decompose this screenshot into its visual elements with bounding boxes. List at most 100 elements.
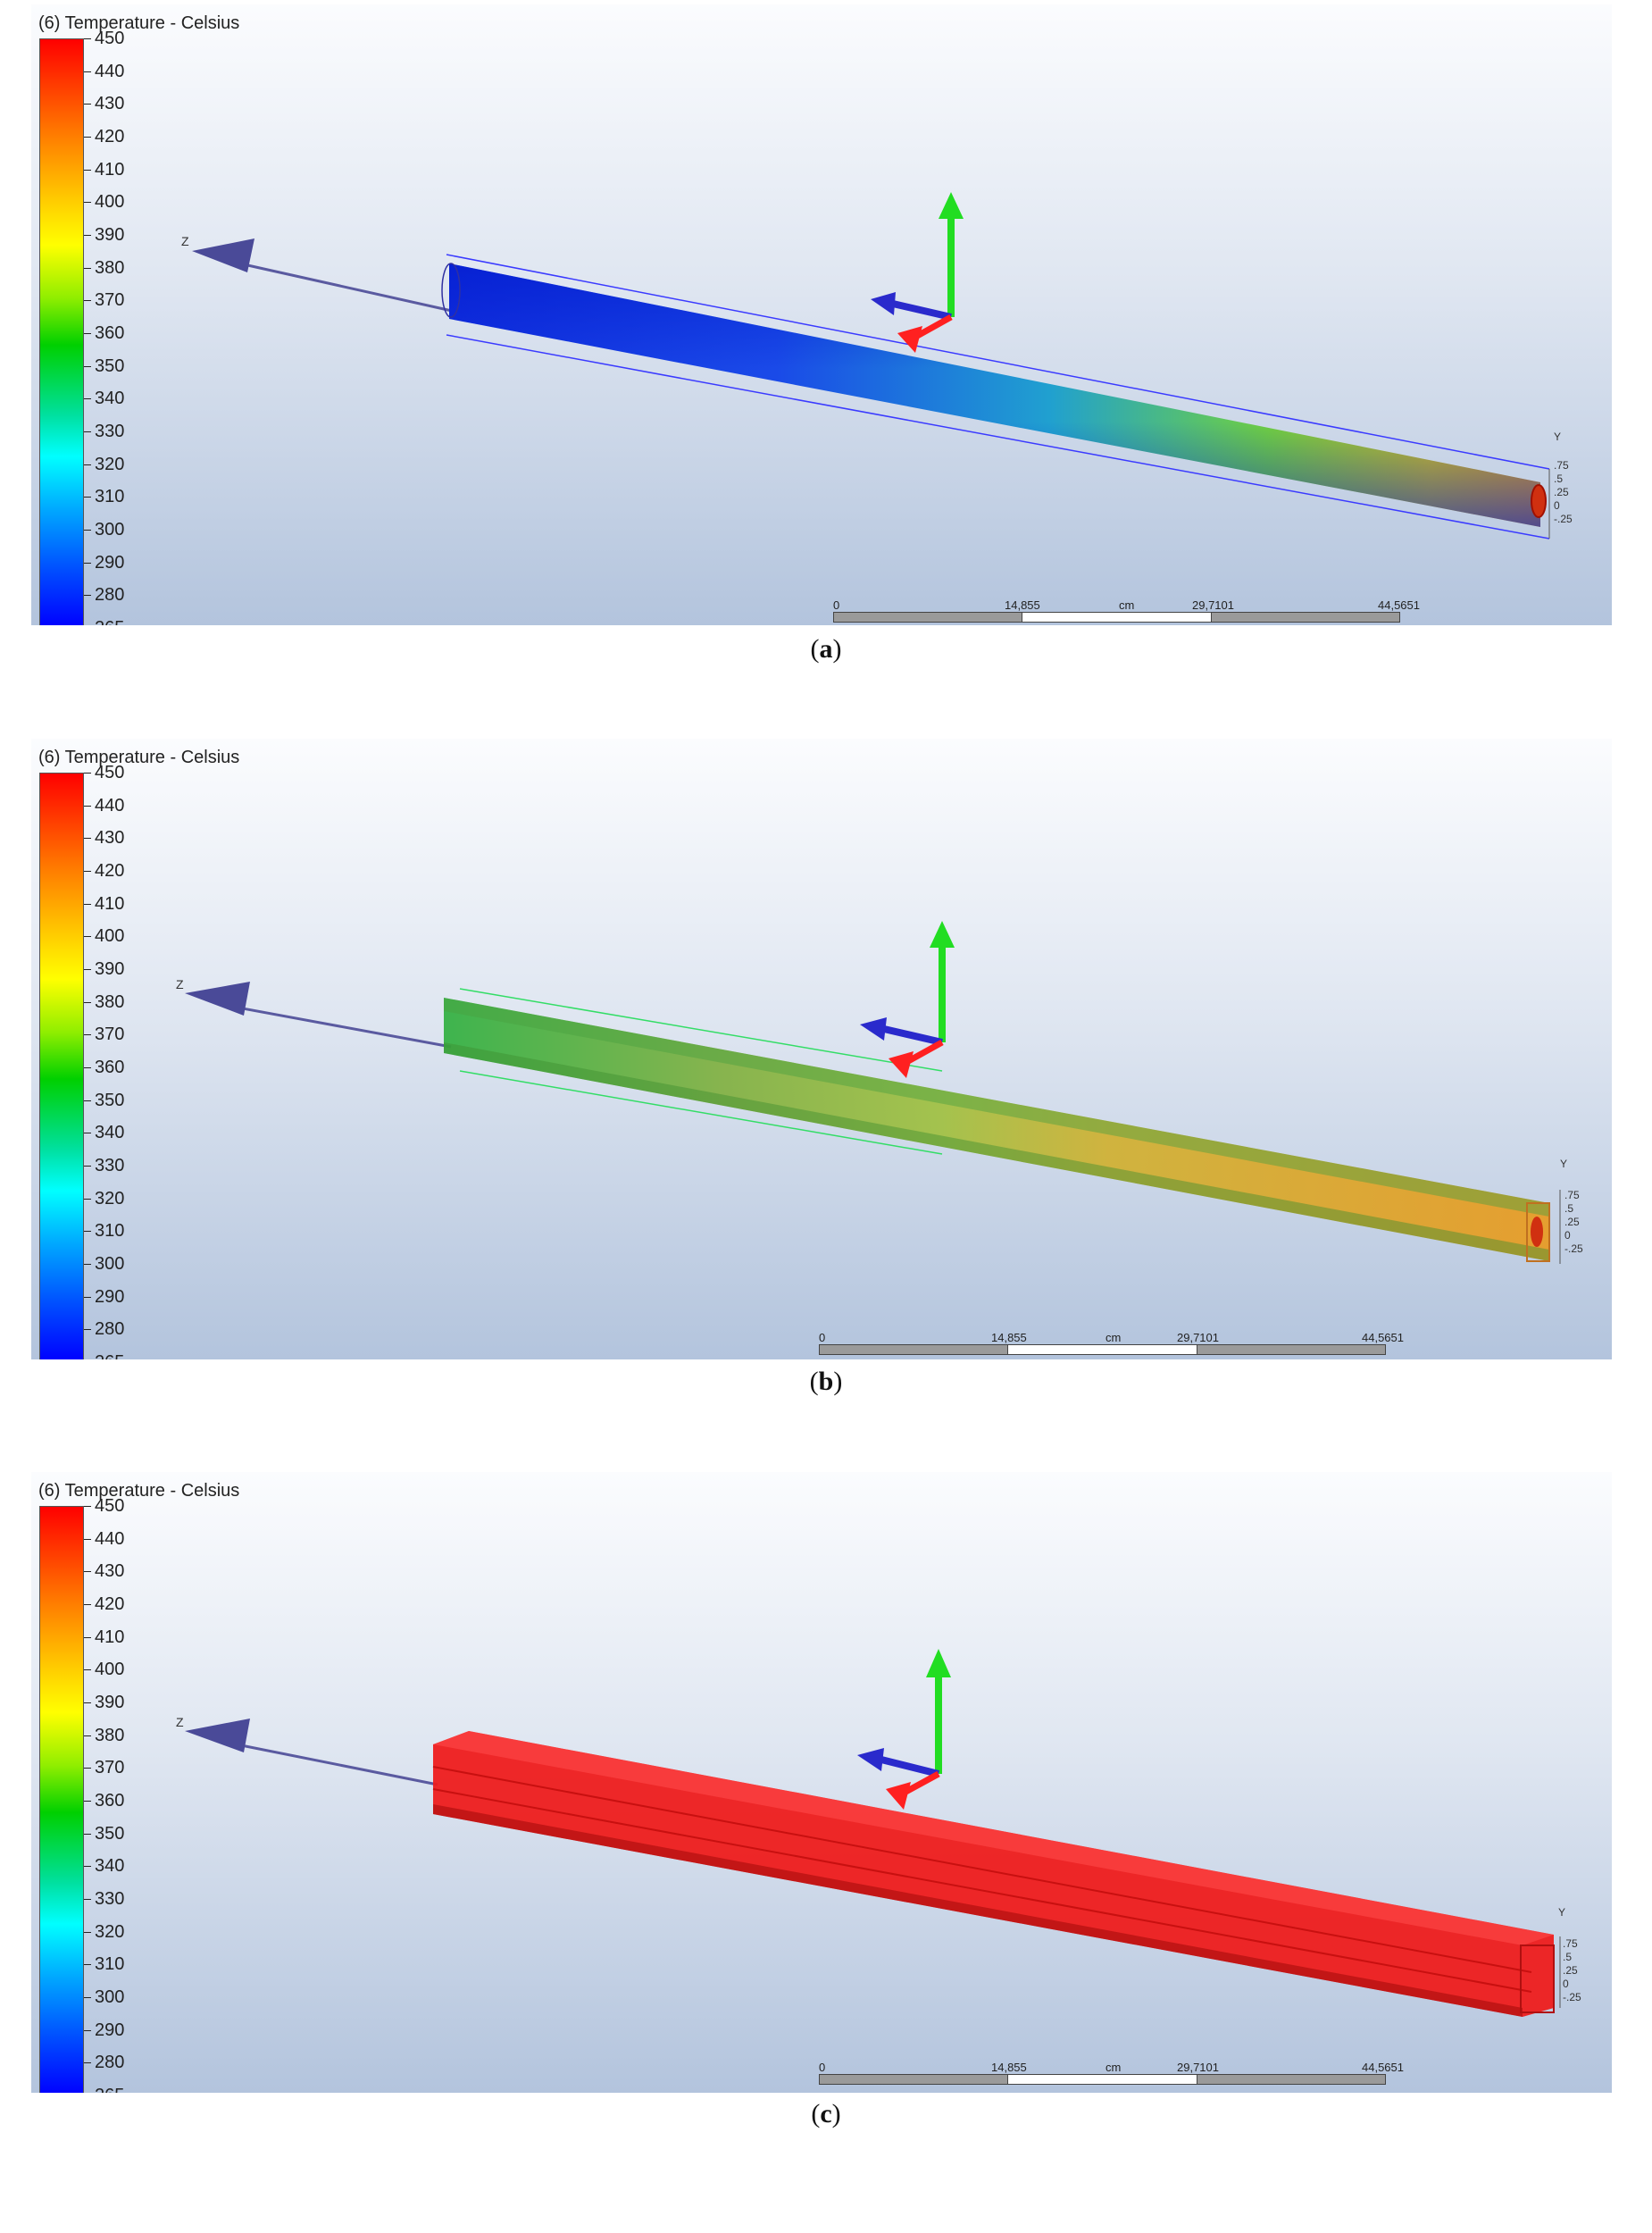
- svg-text:Y: Y: [1560, 1158, 1567, 1170]
- colorbar-tick-label: 290: [95, 2020, 125, 2040]
- svg-text:.75: .75: [1554, 459, 1569, 472]
- colorbar-tick-label: 380: [95, 257, 125, 278]
- colorbar-tick: [84, 202, 91, 204]
- svg-text:.75: .75: [1563, 1937, 1578, 1950]
- colorbar-tick-label: 310: [95, 1954, 125, 1975]
- colorbar-tick-label: 420: [95, 1594, 125, 1614]
- colorbar-tick: [84, 903, 91, 905]
- colorbar-tick: [84, 773, 91, 774]
- colorbar-tick: [84, 1833, 91, 1835]
- colorbar-tick-label: 370: [95, 1758, 125, 1778]
- colorbar-tick-label: 310: [95, 1221, 125, 1242]
- temperature-colorbar: 450 440 430 420 410 400 390 380 370 360 350 340 330 3…: [39, 764, 124, 1359]
- colorbar-tick-label: 410: [95, 159, 125, 180]
- 3d-scene[interactable]: Z: [31, 4, 1612, 625]
- colorbar-tick: [84, 1329, 91, 1331]
- colorbar-tick: [84, 871, 91, 872]
- 3d-scene[interactable]: Z Y .75 .5 .25 0: [31, 739, 1612, 1359]
- svg-text:.75: .75: [1564, 1189, 1580, 1201]
- colorbar-tick-label: 450: [95, 1496, 125, 1516]
- colorbar-tick-label: 360: [95, 1791, 125, 1811]
- colorbar-tick: [84, 1899, 91, 1900]
- colorbar-tick: [84, 1231, 91, 1233]
- colorbar-tick-label: 280: [95, 1319, 125, 1340]
- colorbar-tick-label: 350: [95, 355, 125, 376]
- colorbar-tick-label: 380: [95, 991, 125, 1012]
- colorbar-tick-label: 310: [95, 487, 125, 507]
- caption-c: (c): [811, 2099, 841, 2128]
- colorbar-tick-label: 350: [95, 1090, 125, 1110]
- colorbar-tick: [84, 333, 91, 334]
- colorbar-tick-label: 440: [95, 795, 125, 815]
- colorbar-tick-label: 440: [95, 1528, 125, 1549]
- svg-text:.25: .25: [1554, 486, 1569, 498]
- colorbar-tick-label: 450: [95, 763, 125, 782]
- colorbar-tick: [84, 1264, 91, 1265]
- colorbar-tick: [84, 2029, 91, 2031]
- colorbar-tick-label: 300: [95, 1987, 125, 2007]
- colorbar-title: (6) Temperature - Celsius: [38, 748, 240, 767]
- svg-text:Y: Y: [1554, 431, 1561, 443]
- colorbar-gradient: [39, 1506, 84, 2093]
- colorbar-tick: [84, 936, 91, 938]
- simulation-panel-c: (6) Temperature - Celsius 450 440 430 420 41…: [31, 1472, 1612, 2093]
- colorbar-tick-label: 420: [95, 127, 125, 146]
- colorbar-tick-label: 320: [95, 1188, 125, 1208]
- colorbar-tick: [84, 169, 91, 171]
- colorbar-tick: [84, 1636, 91, 1638]
- colorbar-tick-label: 320: [95, 454, 125, 474]
- colorbar-tick-label: 330: [95, 1156, 125, 1175]
- colorbar-tick: [84, 1034, 91, 1036]
- caption-b: (b): [809, 1367, 843, 1396]
- colorbar-tick-label: 265: [95, 619, 124, 625]
- colorbar-tick-label: 400: [95, 926, 125, 947]
- colorbar-tick-label: 410: [95, 1627, 125, 1647]
- colorbar-tick: [84, 137, 91, 138]
- svg-text:.25: .25: [1563, 1964, 1578, 1977]
- colorbar-tick-label: 265: [95, 2087, 124, 2093]
- colorbar-tick: [84, 595, 91, 597]
- colorbar-tick-label: 330: [95, 1889, 125, 1909]
- colorbar-tick: [84, 431, 91, 432]
- colorbar-title: (6) Temperature - Celsius: [38, 13, 240, 33]
- colorbar-tick: [84, 1604, 91, 1605]
- colorbar-tick: [84, 1931, 91, 1933]
- colorbar-gradient: [39, 38, 84, 625]
- colorbar-tick: [84, 71, 91, 72]
- colorbar-tick-label: 370: [95, 1025, 125, 1045]
- svg-text:-.25: -.25: [1564, 1242, 1583, 1255]
- 3d-scene[interactable]: Z Y .75 .5 .25 0 -.25: [31, 1472, 1612, 2093]
- colorbar-tick: [84, 104, 91, 105]
- svg-text:.5: .5: [1563, 1951, 1572, 1963]
- colorbar-tick: [84, 365, 91, 367]
- z-axis-label: Z: [181, 234, 189, 248]
- colorbar-tick: [84, 838, 91, 840]
- colorbar-tick: [84, 1702, 91, 1703]
- svg-text:.25: .25: [1564, 1216, 1580, 1228]
- svg-text:-.25: -.25: [1563, 1991, 1581, 2003]
- colorbar-tick: [84, 1198, 91, 1200]
- colorbar-tick-label: 265: [95, 1353, 124, 1359]
- colorbar-tick: [84, 38, 91, 39]
- svg-text:0: 0: [1563, 1978, 1569, 1990]
- colorbar-tick-label: 430: [95, 1561, 125, 1582]
- colorbar-title: (6) Temperature - Celsius: [38, 1481, 240, 1501]
- colorbar-tick-label: 390: [95, 959, 125, 979]
- colorbar-tick: [84, 464, 91, 465]
- z-axis-arrow: [192, 238, 254, 272]
- colorbar-tick-label: 350: [95, 1823, 125, 1844]
- temperature-colorbar: 450 440 430 420 410 400 390 380 370 360 350 340 330 3…: [39, 1497, 124, 2093]
- colorbar-tick: [84, 1100, 91, 1101]
- colorbar-tick-label: 360: [95, 323, 125, 343]
- colorbar-tick: [84, 1506, 91, 1507]
- colorbar-tick-label: 390: [95, 225, 125, 245]
- colorbar-tick: [84, 969, 91, 970]
- colorbar-tick-label: 400: [95, 1660, 125, 1680]
- colorbar-tick-label: 400: [95, 192, 125, 213]
- colorbar-tick: [84, 805, 91, 807]
- colorbar-tick-label: 290: [95, 552, 125, 573]
- colorbar-tick-label: 280: [95, 2053, 125, 2073]
- colorbar-tick-label: 370: [95, 290, 125, 311]
- simulation-panel-b: (6) Temperature - Celsius 450 440 430 420 41…: [31, 739, 1612, 1359]
- colorbar-tick: [84, 1538, 91, 1540]
